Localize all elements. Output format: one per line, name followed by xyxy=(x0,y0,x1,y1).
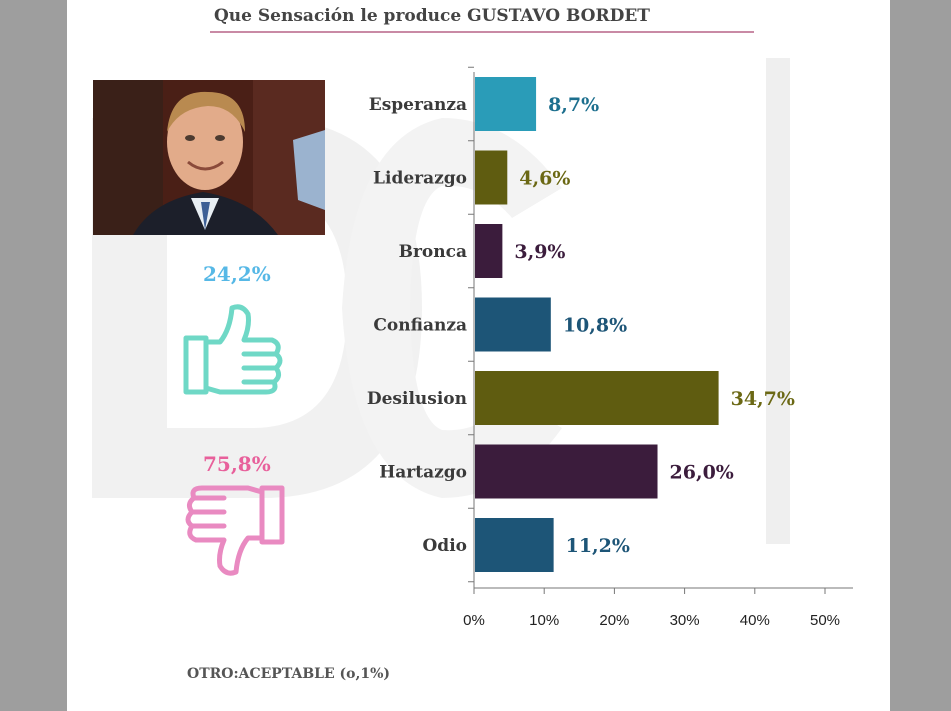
x-tick-label: 10% xyxy=(529,612,559,629)
category-label: Desilusion xyxy=(367,389,467,409)
x-tick-label: 30% xyxy=(670,612,700,629)
value-label: 4,6% xyxy=(519,168,570,190)
chart-title: Que Sensación le produce GUSTAVO BORDET xyxy=(214,6,650,26)
portrait-photo xyxy=(93,80,325,235)
negative-percentage: 75,8% xyxy=(203,452,271,476)
thumbs-up-icon xyxy=(183,304,283,395)
category-label: Esperanza xyxy=(369,95,467,115)
value-label: 34,7% xyxy=(731,388,795,410)
value-label: 8,7% xyxy=(548,94,599,116)
footnote: OTRO:ACEPTABLE (o,1%) xyxy=(187,666,391,682)
x-tick-label: 40% xyxy=(740,612,770,629)
value-label: 10,8% xyxy=(563,315,627,337)
bar-esperanza xyxy=(475,77,537,131)
category-label: Odio xyxy=(423,536,468,556)
watermark-bar xyxy=(766,58,790,544)
watermark xyxy=(92,118,562,498)
bar-liderazgo xyxy=(475,150,508,205)
bar-odio xyxy=(475,518,554,572)
value-label: 26,0% xyxy=(670,462,734,484)
bar-confianza xyxy=(475,297,551,352)
category-label: Confianza xyxy=(373,316,467,336)
value-label: 11,2% xyxy=(566,535,630,557)
category-label: Bronca xyxy=(399,242,467,262)
category-label: Hartazgo xyxy=(379,463,467,483)
bar-hartazgo xyxy=(475,444,658,499)
positive-percentage: 24,2% xyxy=(203,262,271,286)
bar-bronca xyxy=(475,224,503,278)
x-tick-label: 20% xyxy=(599,612,629,629)
thumbs-down-icon xyxy=(185,485,285,576)
category-label: Liderazgo xyxy=(373,169,467,189)
value-label: 3,9% xyxy=(514,241,565,263)
x-tick-label: 0% xyxy=(463,612,485,629)
bar-desilusion xyxy=(475,371,719,425)
x-tick-label: 50% xyxy=(810,612,840,629)
title-underline xyxy=(210,31,754,33)
